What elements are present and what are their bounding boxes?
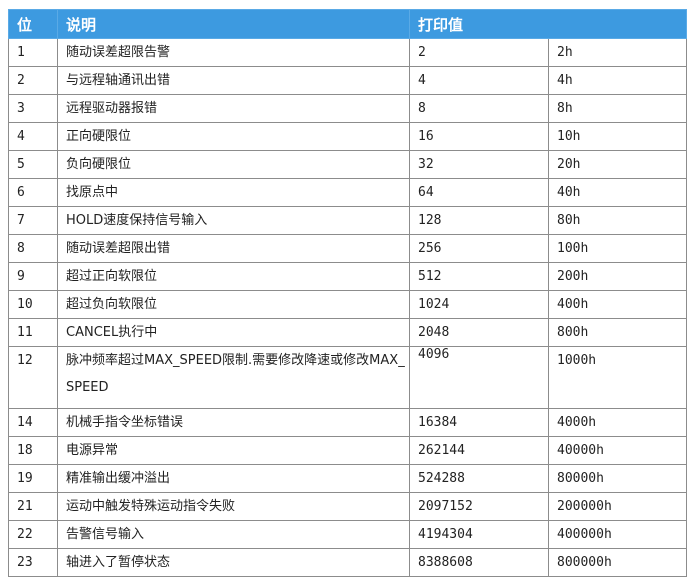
axis-status-table-container: 位 说明 打印值 1 随动误差超限告警 2 2h 2 与远程轴通讯出错 4 4h 3 远程驱动器报… <box>8 9 688 577</box>
table-row: 22 告警信号输入 4194304 400000h <box>8 520 688 549</box>
row-description: 远程驱动器报错 <box>57 94 410 123</box>
row-description: 与远程轴通讯出错 <box>57 66 410 95</box>
table-row: 14 机械手指令坐标错误 16384 4000h <box>8 408 688 437</box>
table-row: 2 与远程轴通讯出错 4 4h <box>8 66 688 95</box>
row-bit: 7 <box>8 206 58 235</box>
row-hex-value: 400h <box>547 290 688 319</box>
table-row: 21 运动中触发特殊运动指令失败 2097152 200000h <box>8 492 688 521</box>
row-bit: 22 <box>8 520 58 549</box>
table-row: 6 找原点中 64 40h <box>8 178 688 207</box>
row-description: HOLD速度保持信号输入 <box>57 206 410 235</box>
row-decimal-value: 1024 <box>409 290 549 319</box>
row-description: 电源异常 <box>57 436 410 465</box>
row-hex-value: 400000h <box>547 520 688 549</box>
row-hex-value: 80000h <box>547 464 688 493</box>
row-hex-value: 1000h <box>547 346 688 409</box>
row-bit: 10 <box>8 290 58 319</box>
row-hex-value: 4h <box>547 66 688 95</box>
row-description: 正向硬限位 <box>57 122 410 151</box>
row-decimal-value: 256 <box>409 234 549 263</box>
row-decimal-value: 4194304 <box>409 520 549 549</box>
row-hex-value: 4000h <box>547 408 688 437</box>
table-row: 11 CANCEL执行中 2048 800h <box>8 318 688 347</box>
row-hex-value: 2h <box>547 38 688 67</box>
row-hex-value: 800h <box>547 318 688 347</box>
row-description: 精准输出缓冲溢出 <box>57 464 410 493</box>
table-row: 8 随动误差超限出错 256 100h <box>8 234 688 263</box>
row-bit: 1 <box>8 38 58 67</box>
table-row: 18 电源异常 262144 40000h <box>8 436 688 465</box>
row-decimal-value: 64 <box>409 178 549 207</box>
row-hex-value: 40000h <box>547 436 688 465</box>
table-row: 10 超过负向软限位 1024 400h <box>8 290 688 319</box>
row-description: 脉冲频率超过MAX_SPEED限制.需要修改降速或修改MAX_SPEED <box>57 346 410 409</box>
row-bit: 14 <box>8 408 58 437</box>
row-bit: 11 <box>8 318 58 347</box>
row-decimal-value: 262144 <box>409 436 549 465</box>
row-decimal-value: 512 <box>409 262 549 291</box>
table-row: 5 负向硬限位 32 20h <box>8 150 688 179</box>
row-decimal-value: 4096 <box>409 346 549 409</box>
row-description: 告警信号输入 <box>57 520 410 549</box>
row-hex-value: 200h <box>547 262 688 291</box>
row-bit: 18 <box>8 436 58 465</box>
row-hex-value: 8h <box>547 94 688 123</box>
table-row: 19 精准输出缓冲溢出 524288 80000h <box>8 464 688 493</box>
row-bit: 21 <box>8 492 58 521</box>
row-description: 超过正向软限位 <box>57 262 410 291</box>
table-row: 7 HOLD速度保持信号输入 128 80h <box>8 206 688 235</box>
row-hex-value: 200000h <box>547 492 688 521</box>
row-decimal-value: 16 <box>409 122 549 151</box>
row-description: 超过负向软限位 <box>57 290 410 319</box>
row-description: CANCEL执行中 <box>57 318 410 347</box>
table-row: 9 超过正向软限位 512 200h <box>8 262 688 291</box>
row-bit: 3 <box>8 94 58 123</box>
row-hex-value: 800000h <box>547 548 688 577</box>
row-decimal-value: 32 <box>409 150 549 179</box>
row-decimal-value: 8388608 <box>409 548 549 577</box>
row-bit: 2 <box>8 66 58 95</box>
header-print-value: 打印值 <box>408 9 688 39</box>
table-body: 1 随动误差超限告警 2 2h 2 与远程轴通讯出错 4 4h 3 远程驱动器报错 8 8h 4 正向硬限… <box>8 38 688 577</box>
row-bit: 23 <box>8 548 58 577</box>
row-hex-value: 100h <box>547 234 688 263</box>
row-decimal-value: 128 <box>409 206 549 235</box>
row-bit: 4 <box>8 122 58 151</box>
row-bit: 6 <box>8 178 58 207</box>
row-hex-value: 10h <box>547 122 688 151</box>
table-row: 12 脉冲频率超过MAX_SPEED限制.需要修改降速或修改MAX_SPEED 40… <box>8 346 688 409</box>
table-row: 1 随动误差超限告警 2 2h <box>8 38 688 67</box>
table-row: 3 远程驱动器报错 8 8h <box>8 94 688 123</box>
row-bit: 8 <box>8 234 58 263</box>
row-description: 轴进入了暂停状态 <box>57 548 410 577</box>
row-decimal-value: 4 <box>409 66 549 95</box>
table-row: 23 轴进入了暂停状态 8388608 800000h <box>8 548 688 577</box>
row-description: 运动中触发特殊运动指令失败 <box>57 492 410 521</box>
table-row: 4 正向硬限位 16 10h <box>8 122 688 151</box>
row-decimal-value: 2 <box>409 38 549 67</box>
header-bit: 位 <box>8 9 58 39</box>
row-bit: 12 <box>8 346 58 409</box>
row-hex-value: 80h <box>547 206 688 235</box>
row-decimal-value: 8 <box>409 94 549 123</box>
row-bit: 5 <box>8 150 58 179</box>
row-description: 随动误差超限告警 <box>57 38 410 67</box>
row-description: 随动误差超限出错 <box>57 234 410 263</box>
row-hex-value: 40h <box>547 178 688 207</box>
row-decimal-value: 2048 <box>409 318 549 347</box>
row-decimal-value: 16384 <box>409 408 549 437</box>
row-description: 负向硬限位 <box>57 150 410 179</box>
row-description: 找原点中 <box>57 178 410 207</box>
row-bit: 19 <box>8 464 58 493</box>
row-decimal-value: 2097152 <box>409 492 549 521</box>
header-description: 说明 <box>57 9 410 39</box>
row-hex-value: 20h <box>547 150 688 179</box>
row-decimal-value: 524288 <box>409 464 549 493</box>
table-header-row: 位 说明 打印值 <box>8 9 688 39</box>
axis-status-table: 位 说明 打印值 1 随动误差超限告警 2 2h 2 与远程轴通讯出错 4 4h 3 远程驱动器报… <box>8 9 688 577</box>
row-description: 机械手指令坐标错误 <box>57 408 410 437</box>
row-bit: 9 <box>8 262 58 291</box>
